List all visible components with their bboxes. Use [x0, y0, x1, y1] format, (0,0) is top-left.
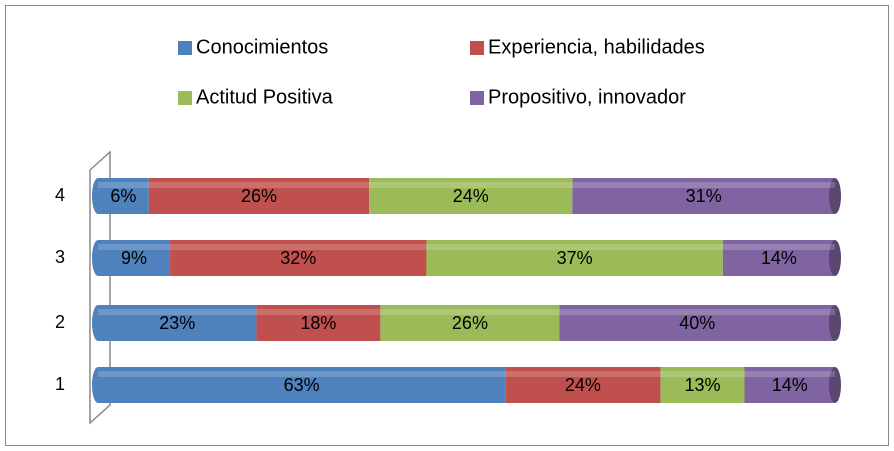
bar-segment: [559, 305, 835, 341]
y-tick-label: 2: [55, 312, 65, 332]
bar-segment: [98, 178, 149, 214]
data-label: 6%: [110, 186, 136, 206]
bar-cap: [829, 178, 841, 214]
legend-swatch: [178, 91, 192, 105]
y-tick-label: 1: [55, 374, 65, 394]
bar-cap: [829, 305, 841, 341]
bar-highlight: [98, 182, 835, 188]
bar-segment: [426, 240, 723, 276]
data-label: 18%: [300, 313, 336, 333]
bar-highlight: [98, 371, 835, 377]
data-label: 14%: [772, 375, 808, 395]
y-tick-label: 4: [55, 185, 65, 205]
axis-wall: [89, 150, 111, 425]
bar-segment: [722, 240, 835, 276]
legend-swatch: [470, 91, 484, 105]
bar-segment: [660, 367, 745, 403]
data-label: 13%: [684, 375, 720, 395]
legend-label: Conocimientos: [196, 36, 328, 58]
bar-segment: [572, 178, 835, 214]
legend-label: Actitud Positiva: [196, 86, 334, 108]
bar-segment: [170, 240, 427, 276]
y-tick-label: 3: [55, 247, 65, 267]
bar-segment: [505, 367, 661, 403]
bar-segment: [256, 305, 381, 341]
bar-highlight: [98, 309, 835, 315]
bar-cap: [829, 240, 841, 276]
data-label: 24%: [565, 375, 601, 395]
legend-swatch: [470, 41, 484, 55]
data-label: 31%: [686, 186, 722, 206]
bar-segment: [148, 178, 370, 214]
bar-segment: [98, 305, 257, 341]
data-label: 40%: [679, 313, 715, 333]
bar-segment: [380, 305, 560, 341]
bar-segment: [98, 367, 506, 403]
data-label: 32%: [280, 248, 316, 268]
bar-highlight: [98, 244, 835, 250]
legend-label: Experiencia, habilidades: [488, 36, 705, 58]
bar-segment: [98, 240, 171, 276]
data-label: 37%: [557, 248, 593, 268]
data-label: 26%: [452, 313, 488, 333]
data-label: 9%: [121, 248, 147, 268]
data-label: 24%: [453, 186, 489, 206]
data-label: 14%: [761, 248, 797, 268]
bar-segment: [744, 367, 835, 403]
data-label: 26%: [241, 186, 277, 206]
data-label: 23%: [159, 313, 195, 333]
legend-swatch: [178, 41, 192, 55]
legend-label: Propositivo, innovador: [488, 86, 686, 108]
bar-segment: [369, 178, 573, 214]
data-label: 63%: [284, 375, 320, 395]
bar-cap: [829, 367, 841, 403]
